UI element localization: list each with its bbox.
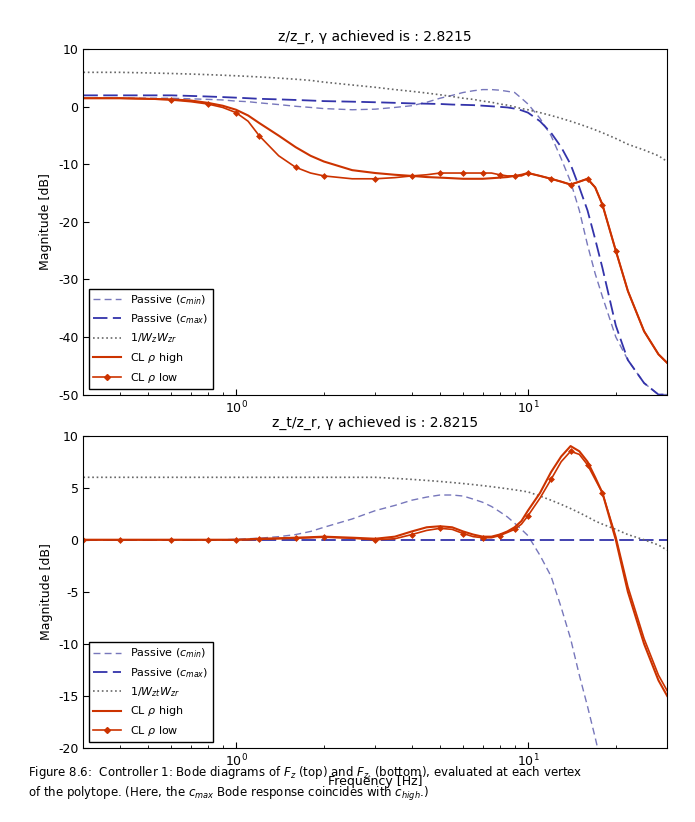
Text: Figure 8.6:  Controller 1: Bode diagrams of $F_z$ (top) and $F_{z_t}$ (bottom), : Figure 8.6: Controller 1: Bode diagrams … [28, 764, 582, 783]
Title: z_t/z_r, γ achieved is : 2.8215: z_t/z_r, γ achieved is : 2.8215 [272, 416, 478, 431]
Legend: Passive ($c_{min}$), Passive ($c_{max}$), $1/W_{zt}W_{zr}$, CL $\rho$ high, CL $: Passive ($c_{min}$), Passive ($c_{max}$)… [89, 642, 213, 742]
Legend: Passive ($c_{min}$), Passive ($c_{max}$), $1/W_zW_{zr}$, CL $\rho$ high, CL $\rh: Passive ($c_{min}$), Passive ($c_{max}$)… [89, 289, 213, 389]
Y-axis label: Magnitude [dB]: Magnitude [dB] [40, 173, 53, 270]
X-axis label: Frequency [Hz]: Frequency [Hz] [328, 775, 423, 788]
Title: z/z_r, γ achieved is : 2.8215: z/z_r, γ achieved is : 2.8215 [279, 30, 472, 44]
Text: of the polytope. (Here, the $c_{max}$ Bode response coincides with $c_{high}$.): of the polytope. (Here, the $c_{max}$ Bo… [28, 786, 429, 803]
Y-axis label: Magnitude [dB]: Magnitude [dB] [40, 543, 53, 640]
